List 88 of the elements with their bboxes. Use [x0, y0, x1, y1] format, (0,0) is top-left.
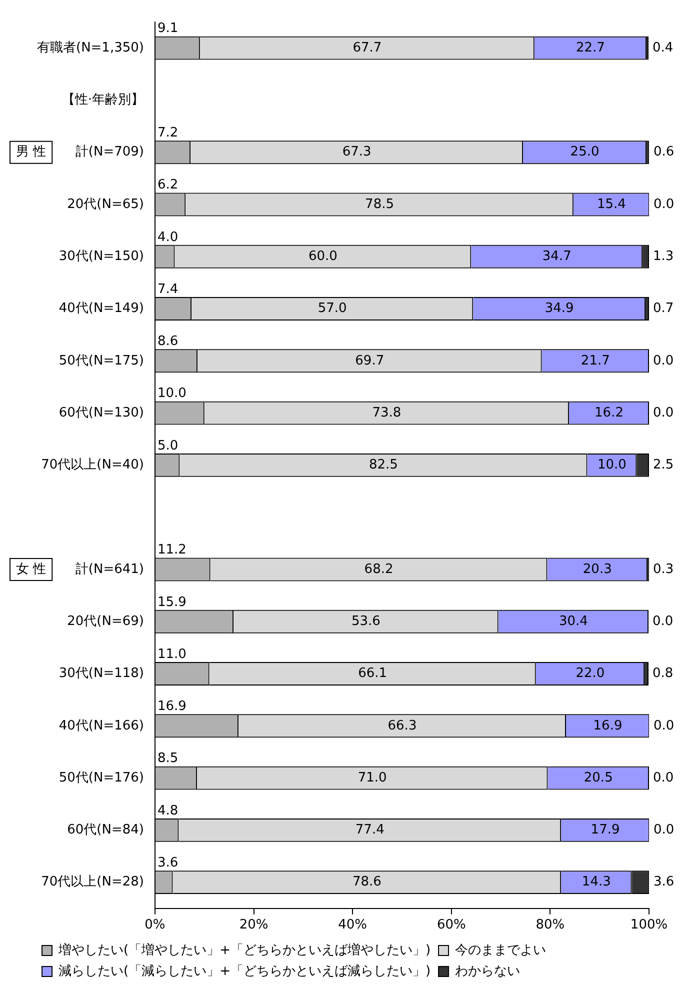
data-label: 0.4 [652, 40, 674, 56]
x-tick-label: 60% [436, 918, 466, 933]
data-label: 14.3 [582, 874, 611, 890]
y-tick-label: 有職者(N=1,350) [36, 40, 144, 56]
data-label: 15.4 [596, 196, 626, 212]
data-label: 0.7 [653, 301, 674, 316]
y-tick-label: 計(N=709) [75, 144, 144, 160]
data-label: 0.0 [653, 353, 674, 368]
data-label: 57.0 [318, 301, 347, 316]
data-label: 69.7 [355, 353, 384, 368]
y-tick-label: 20代(N=69) [67, 614, 144, 629]
data-label: 78.5 [365, 196, 394, 212]
data-label: 60.0 [308, 249, 338, 264]
data-label: 7.2 [157, 125, 178, 140]
data-label: 68.2 [364, 562, 394, 577]
data-label: 7.4 [157, 282, 178, 297]
y-tick-label: 計(N=641) [75, 562, 144, 577]
legend-label: 増やしたい(「増やしたい」+「どちらかといえば増やしたい」) [58, 942, 431, 958]
data-label: 67.7 [352, 40, 382, 56]
data-label: 0.0 [653, 718, 674, 734]
data-label: 5.0 [157, 438, 178, 454]
data-label: 20.3 [582, 562, 612, 577]
data-label: 4.8 [157, 803, 178, 818]
data-label: 3.6 [157, 855, 178, 870]
text: 女 性 [16, 562, 46, 577]
data-label: 0.0 [652, 614, 674, 629]
y-tick-label: 50代(N=176) [58, 770, 144, 786]
data-label: 3.6 [653, 874, 674, 890]
x-tick-label: 20% [239, 918, 268, 933]
y-tick-label: 30代(N=118) [58, 666, 144, 682]
y-tick-label: 40代(N=166) [58, 718, 144, 734]
y-tick-label: 70代以上(N=28) [41, 874, 144, 890]
data-label: 34.7 [542, 249, 572, 264]
data-label: 66.3 [388, 718, 417, 734]
data-label: 22.0 [576, 666, 605, 682]
data-label: 2.5 [653, 458, 674, 473]
data-label: 21.7 [580, 353, 610, 368]
x-tick-label: 100% [630, 918, 668, 933]
data-label: 0.3 [653, 562, 674, 577]
legend-label: 減らしたい(「減らしたい」+「どちらかといえば減らしたい」) [58, 964, 431, 979]
data-label: 82.5 [368, 458, 398, 473]
y-tick-label: 20代(N=65) [67, 196, 144, 212]
data-label: 71.0 [358, 770, 387, 786]
data-label: 0.0 [653, 822, 674, 838]
y-tick-label: 60代(N=130) [58, 405, 144, 420]
data-label: 1.3 [653, 249, 674, 264]
data-label: 15.9 [157, 594, 186, 610]
data-label: 4.0 [157, 230, 178, 245]
data-label: 16.9 [593, 718, 622, 734]
legend-label: 今のままでよい [455, 942, 546, 958]
data-label: 0.0 [653, 196, 674, 212]
data-label: 6.2 [157, 178, 178, 193]
data-label: 8.6 [157, 334, 178, 350]
data-label: 8.5 [157, 751, 178, 766]
data-label: 67.3 [342, 144, 372, 160]
data-label: 22.7 [576, 40, 605, 56]
data-label: 0.0 [653, 405, 674, 420]
data-label: 16.9 [157, 699, 186, 714]
y-tick-label: 50代(N=175) [58, 353, 144, 368]
data-label: 9.1 [157, 21, 178, 36]
data-label: 11.0 [157, 646, 186, 662]
y-tick-label: 30代(N=150) [58, 249, 144, 264]
y-tick-label: 60代(N=84) [67, 822, 144, 838]
data-label: 16.2 [594, 405, 624, 420]
data-label: 25.0 [570, 144, 600, 160]
data-label: 53.6 [351, 614, 380, 629]
data-label: 34.9 [544, 301, 574, 316]
data-label: 0.8 [652, 666, 674, 682]
text: 男 性 [16, 144, 46, 160]
data-label: 73.8 [372, 405, 402, 420]
data-label: 11.2 [157, 542, 186, 558]
x-tick-label: 40% [338, 918, 368, 933]
legend-label: わからない [455, 964, 520, 979]
data-label: 0.0 [653, 770, 674, 786]
data-label: 10.0 [157, 386, 186, 402]
x-tick-label: 0% [144, 918, 166, 933]
data-label: 0.6 [653, 144, 674, 160]
data-label: 78.6 [352, 874, 382, 890]
data-label: 20.5 [584, 770, 613, 786]
data-label: 30.4 [558, 614, 588, 629]
data-label: 77.4 [355, 822, 384, 838]
y-tick-label: 【性·年齢別】 [62, 92, 144, 108]
y-tick-label: 40代(N=149) [58, 301, 144, 316]
y-tick-label: 70代以上(N=40) [41, 458, 144, 473]
data-label: 66.1 [358, 666, 388, 682]
x-tick-label: 80% [536, 918, 565, 933]
data-label: 10.0 [597, 458, 626, 473]
data-label: 17.9 [590, 822, 620, 838]
